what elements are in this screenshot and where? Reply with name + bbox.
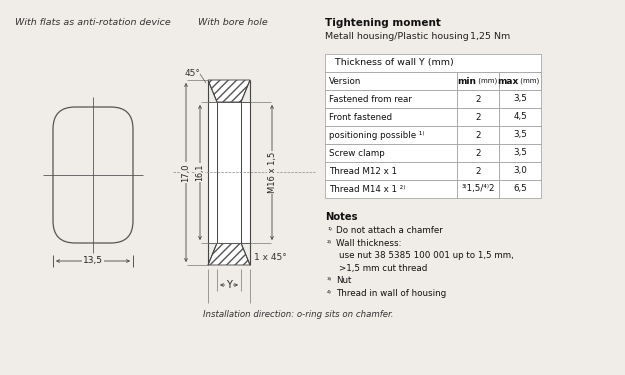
Text: 3,0: 3,0: [513, 166, 527, 176]
Text: 2: 2: [475, 94, 481, 104]
Polygon shape: [325, 162, 457, 180]
Text: Tightening moment: Tightening moment: [325, 18, 441, 28]
Text: 3,5: 3,5: [513, 94, 527, 104]
Text: With flats as anti-rotation device: With flats as anti-rotation device: [15, 18, 171, 27]
Polygon shape: [457, 144, 499, 162]
Polygon shape: [457, 108, 499, 126]
Text: 2: 2: [475, 166, 481, 176]
Polygon shape: [208, 102, 250, 243]
Polygon shape: [499, 144, 541, 162]
Polygon shape: [457, 72, 499, 90]
Polygon shape: [457, 126, 499, 144]
Polygon shape: [457, 162, 499, 180]
Text: 4,5: 4,5: [513, 112, 527, 122]
Text: ³⁾: ³⁾: [327, 276, 332, 285]
Text: 2: 2: [475, 130, 481, 140]
Polygon shape: [499, 162, 541, 180]
Text: max: max: [497, 76, 518, 86]
Text: 2: 2: [475, 148, 481, 158]
Polygon shape: [457, 180, 499, 198]
Text: M16 x 1,5: M16 x 1,5: [268, 152, 276, 193]
Text: (mm): (mm): [476, 78, 498, 84]
Text: 16,1: 16,1: [196, 164, 204, 181]
Text: 1 x 45°: 1 x 45°: [254, 252, 287, 261]
Text: Installation direction: o-ring sits on chamfer.: Installation direction: o-ring sits on c…: [203, 310, 394, 319]
Polygon shape: [499, 108, 541, 126]
Text: min: min: [457, 76, 476, 86]
Text: ¹⁾: ¹⁾: [327, 226, 332, 235]
Text: Wall thickness:: Wall thickness:: [336, 238, 401, 248]
Text: ³⁾1,5/⁴⁾2: ³⁾1,5/⁴⁾2: [461, 184, 495, 194]
Polygon shape: [499, 90, 541, 108]
Text: >1,5 mm cut thread: >1,5 mm cut thread: [339, 264, 428, 273]
Polygon shape: [208, 243, 250, 265]
Polygon shape: [457, 90, 499, 108]
Polygon shape: [325, 144, 457, 162]
Text: Version: Version: [329, 76, 361, 86]
Polygon shape: [325, 90, 457, 108]
Text: Notes: Notes: [325, 212, 357, 222]
Text: ⁴⁾: ⁴⁾: [327, 288, 332, 297]
Text: 45°: 45°: [184, 69, 200, 78]
Polygon shape: [499, 72, 541, 90]
Text: 17,0: 17,0: [181, 163, 191, 182]
Text: use nut 38 5385 100 001 up to 1,5 mm,: use nut 38 5385 100 001 up to 1,5 mm,: [339, 251, 514, 260]
Text: Nut: Nut: [336, 276, 351, 285]
Text: Thickness of wall Y (mm): Thickness of wall Y (mm): [329, 58, 454, 68]
Polygon shape: [457, 72, 499, 90]
Text: Front fastened: Front fastened: [329, 112, 392, 122]
Text: With bore hole: With bore hole: [198, 18, 268, 27]
Text: Metall housing/Plastic housing: Metall housing/Plastic housing: [325, 32, 469, 41]
Text: Screw clamp: Screw clamp: [329, 148, 385, 158]
Polygon shape: [325, 72, 457, 90]
Polygon shape: [499, 180, 541, 198]
Text: (mm): (mm): [518, 78, 539, 84]
Polygon shape: [208, 80, 250, 102]
Polygon shape: [499, 126, 541, 144]
Text: ²⁾: ²⁾: [327, 238, 332, 248]
Text: Thread M14 x 1 ²⁾: Thread M14 x 1 ²⁾: [329, 184, 406, 194]
Text: Fastened from rear: Fastened from rear: [329, 94, 412, 104]
Polygon shape: [325, 54, 541, 72]
Text: Y: Y: [226, 280, 232, 290]
Text: Thread in wall of housing: Thread in wall of housing: [336, 288, 446, 297]
Text: 2: 2: [475, 112, 481, 122]
Polygon shape: [499, 72, 541, 90]
Text: 13,5: 13,5: [83, 256, 103, 265]
Text: positioning possible ¹⁾: positioning possible ¹⁾: [329, 130, 424, 140]
Text: Thread M12 x 1: Thread M12 x 1: [329, 166, 397, 176]
Text: 6,5: 6,5: [513, 184, 527, 194]
Polygon shape: [325, 126, 457, 144]
Text: 3,5: 3,5: [513, 148, 527, 158]
Polygon shape: [325, 108, 457, 126]
Polygon shape: [325, 180, 457, 198]
Text: 1,25 Nm: 1,25 Nm: [470, 32, 510, 41]
Text: Do not attach a chamfer: Do not attach a chamfer: [336, 226, 443, 235]
Text: 3,5: 3,5: [513, 130, 527, 140]
